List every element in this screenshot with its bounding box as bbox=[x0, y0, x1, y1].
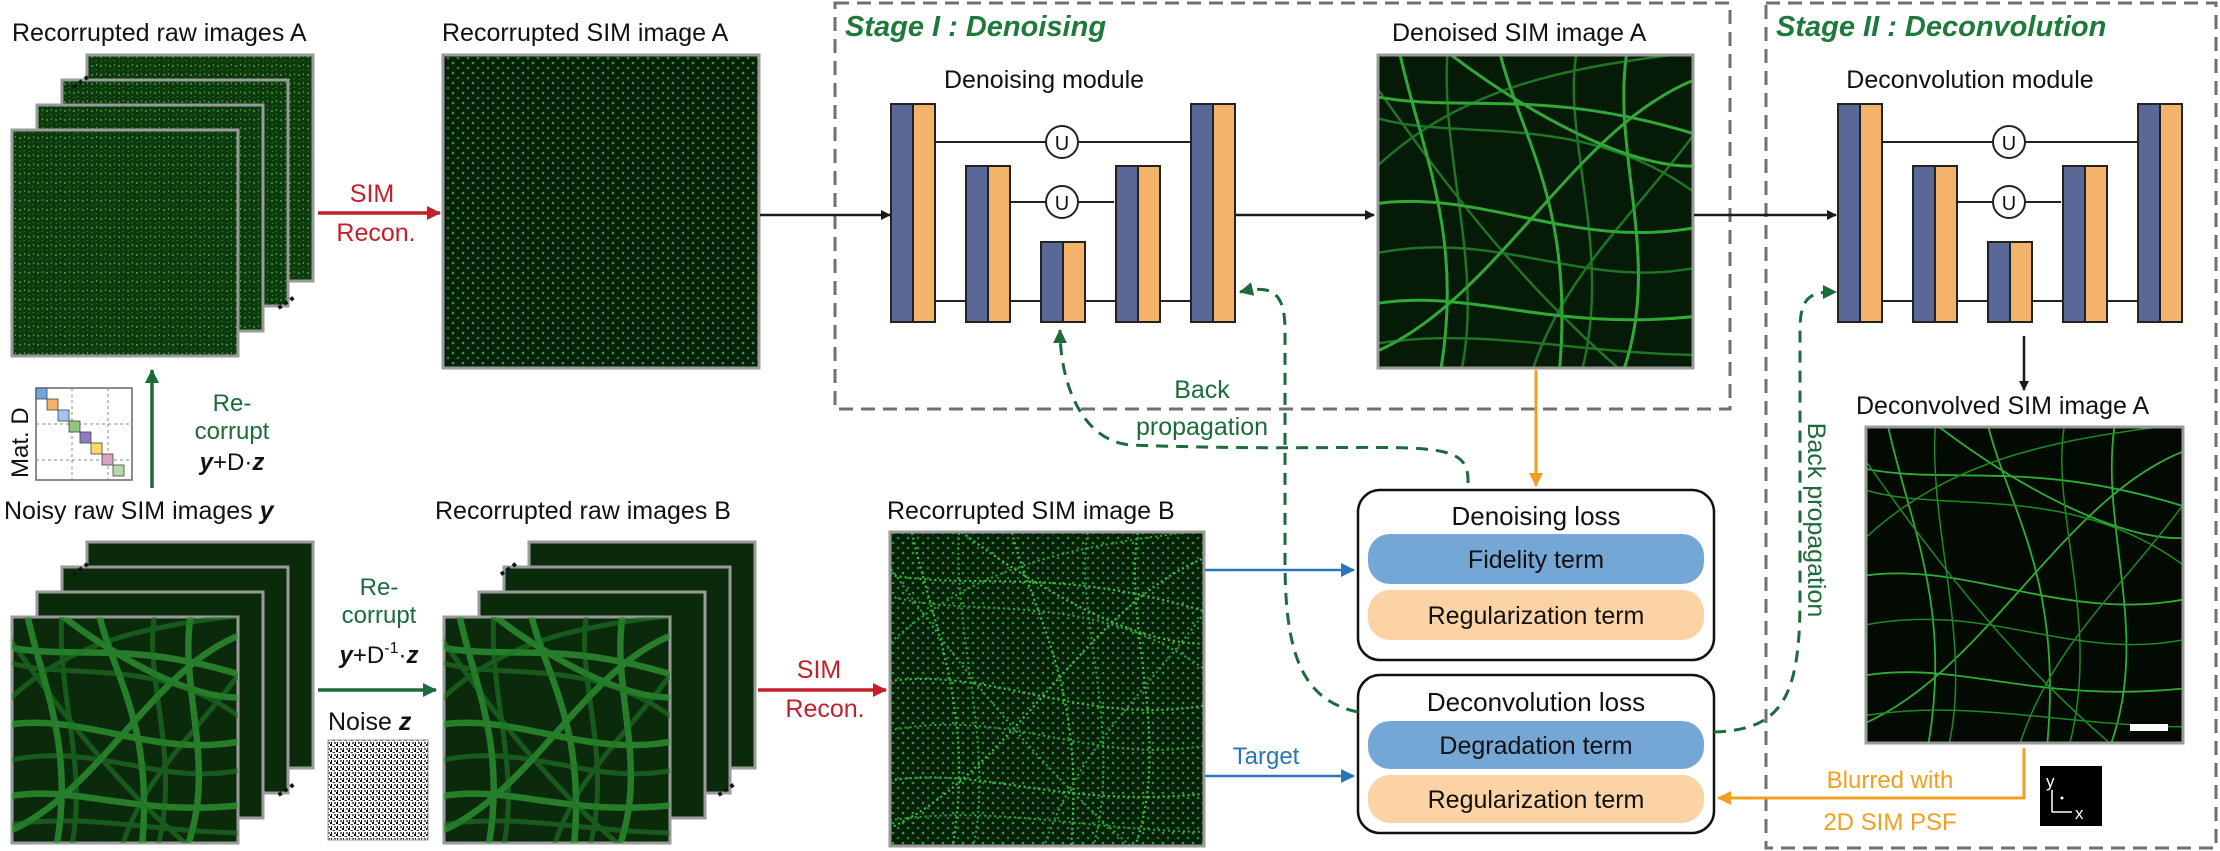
eq-a-y: y bbox=[199, 449, 215, 476]
dec-loss-title: Deconvolution loss bbox=[1427, 687, 1645, 717]
dec-sim-a-image bbox=[1864, 425, 2185, 745]
den-sim-a-label: Denoised SIM image A bbox=[1392, 19, 1647, 47]
target-label: Target bbox=[1233, 743, 1300, 770]
degradation-term: Degradation term bbox=[1439, 732, 1632, 760]
arrow-blurred bbox=[1717, 748, 2026, 805]
dec-sim-a-label: Deconvolved SIM image A bbox=[1856, 392, 2150, 420]
eq-a-mid: +D· bbox=[213, 449, 252, 476]
recorrupt-a-line2: corrupt bbox=[195, 418, 270, 445]
reg-term-1: Regularization term bbox=[1428, 602, 1645, 630]
den-loss-title: Denoising loss bbox=[1451, 501, 1620, 531]
backprop-line1: Back bbox=[1174, 376, 1230, 404]
den-sim-a-image bbox=[1376, 53, 1695, 370]
den-module-label: Denoising module bbox=[944, 66, 1144, 94]
stage2-box bbox=[1764, 1, 2218, 850]
backprop-path-2 bbox=[1239, 282, 1359, 714]
equation-a: y+D·z bbox=[199, 449, 265, 476]
mat-d-label: Mat. D bbox=[7, 407, 34, 478]
dec-unet-u-1: U bbox=[2002, 133, 2016, 155]
recorrupt-b-line2: corrupt bbox=[342, 602, 417, 629]
rec-sim-a-image bbox=[441, 53, 761, 370]
axis-x-label: x bbox=[2075, 804, 2084, 823]
den-unet-u-2: U bbox=[1055, 193, 1069, 215]
denoising-loss-box bbox=[1356, 488, 1716, 662]
noise-prefix: Noise bbox=[328, 708, 399, 736]
fidelity-term: Fidelity term bbox=[1468, 546, 1604, 574]
rec-raw-b-stack bbox=[442, 540, 757, 845]
rec-sim-a-label: Recorrupted SIM image A bbox=[442, 19, 729, 47]
reg-term-2: Regularization term bbox=[1428, 786, 1645, 814]
sim-recon-a-line2: Recon. bbox=[336, 219, 415, 247]
rec-raw-b-label: Recorrupted raw images B bbox=[435, 497, 731, 525]
stage1-box bbox=[833, 1, 1732, 411]
eq-b-z: z bbox=[405, 642, 418, 669]
sim-recon-b-line2: Recon. bbox=[785, 695, 864, 723]
stage2-title: Stage II : Deconvolution bbox=[1776, 11, 2106, 43]
stage1-title: Stage I : Denoising bbox=[845, 11, 1106, 43]
noise-z: z bbox=[398, 708, 412, 736]
sim-recon-a-line1: SIM bbox=[350, 180, 394, 208]
sim-recon-b-line1: SIM bbox=[797, 656, 841, 684]
noisy-raw-label: Noisy raw SIM images y bbox=[4, 497, 275, 525]
noisy-raw-stack bbox=[10, 540, 315, 845]
backprop-line2: propagation bbox=[1136, 413, 1268, 441]
denoising-unet bbox=[890, 103, 1236, 323]
axis-inset bbox=[2040, 766, 2102, 826]
deconvolution-unet bbox=[1837, 103, 2183, 323]
deconvolution-loss-box bbox=[1356, 673, 1716, 835]
recorrupt-b-line1: Re- bbox=[360, 574, 399, 601]
noisy-raw-y: y bbox=[258, 497, 275, 525]
rec-sim-b-label: Recorrupted SIM image B bbox=[887, 497, 1175, 525]
den-unet-u-1: U bbox=[1055, 133, 1069, 155]
dec-unet-u-2: U bbox=[2002, 193, 2016, 215]
rec-raw-a-stack bbox=[10, 53, 315, 358]
eq-a-z: z bbox=[251, 449, 264, 476]
equation-b: y+D-1·z bbox=[339, 640, 419, 669]
backprop-path-3 bbox=[1713, 285, 1837, 734]
blurred-line2: 2D SIM PSF bbox=[1823, 809, 1956, 836]
axis-y-label: y bbox=[2046, 772, 2055, 791]
eq-b-sup: -1 bbox=[384, 640, 398, 657]
rec-raw-a-label: Recorrupted raw images A bbox=[12, 19, 307, 47]
blurred-line1: Blurred with bbox=[1827, 767, 1954, 794]
mat-d-matrix bbox=[35, 387, 133, 481]
scale-bar bbox=[2130, 724, 2168, 731]
noisy-raw-prefix: Noisy raw SIM images bbox=[4, 497, 260, 525]
noise-label: Noise z bbox=[328, 708, 412, 736]
recorrupt-a-line1: Re- bbox=[213, 390, 252, 417]
dec-module-label: Deconvolution module bbox=[1846, 66, 2093, 94]
backprop-path-1 bbox=[1053, 329, 1470, 484]
eq-b-y: y bbox=[339, 642, 355, 669]
backprop-vertical: Back propagation bbox=[1802, 423, 1830, 618]
noise-image bbox=[327, 739, 429, 841]
rec-sim-b-image bbox=[888, 530, 1206, 848]
eq-b-mid: +D bbox=[353, 642, 384, 669]
eq-b-dot: · bbox=[398, 642, 406, 669]
